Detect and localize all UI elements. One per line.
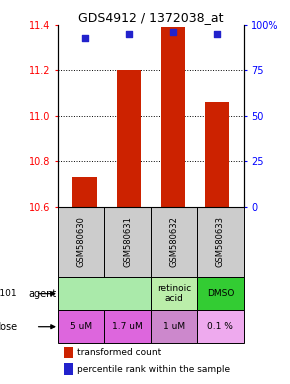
Bar [58, 207, 104, 277]
Text: 5 uM: 5 uM [70, 322, 92, 331]
Text: GSM580633: GSM580633 [216, 217, 225, 268]
Bar [197, 207, 244, 277]
Bar [58, 310, 104, 343]
Text: agent: agent [28, 289, 56, 299]
Point [82, 35, 87, 41]
Bar [161, 27, 185, 207]
Bar [197, 310, 244, 343]
Point [215, 31, 220, 37]
Bar [151, 310, 197, 343]
Bar [58, 277, 151, 310]
Text: GSM580631: GSM580631 [123, 217, 132, 267]
Bar [117, 70, 141, 207]
Point [126, 31, 131, 37]
Text: GSM580630: GSM580630 [77, 217, 86, 267]
Text: 1 uM: 1 uM [163, 322, 185, 331]
Text: 0.1 %: 0.1 % [207, 322, 233, 331]
Text: dose: dose [0, 322, 17, 332]
Text: transformed count: transformed count [77, 348, 161, 357]
Text: retinoic
acid: retinoic acid [157, 284, 191, 303]
Bar [64, 346, 73, 358]
Bar [197, 277, 244, 310]
Bar [151, 277, 197, 310]
Bar [104, 207, 151, 277]
Bar [205, 102, 229, 207]
Bar [72, 177, 97, 207]
Text: KHS101: KHS101 [0, 289, 17, 298]
Text: GSM580632: GSM580632 [169, 217, 179, 267]
Bar [104, 310, 151, 343]
Bar [64, 363, 73, 375]
Text: 1.7 uM: 1.7 uM [112, 322, 143, 331]
Title: GDS4912 / 1372038_at: GDS4912 / 1372038_at [78, 11, 224, 24]
Text: percentile rank within the sample: percentile rank within the sample [77, 364, 230, 374]
Bar [151, 207, 197, 277]
Text: DMSO: DMSO [207, 289, 234, 298]
Point [171, 29, 175, 35]
